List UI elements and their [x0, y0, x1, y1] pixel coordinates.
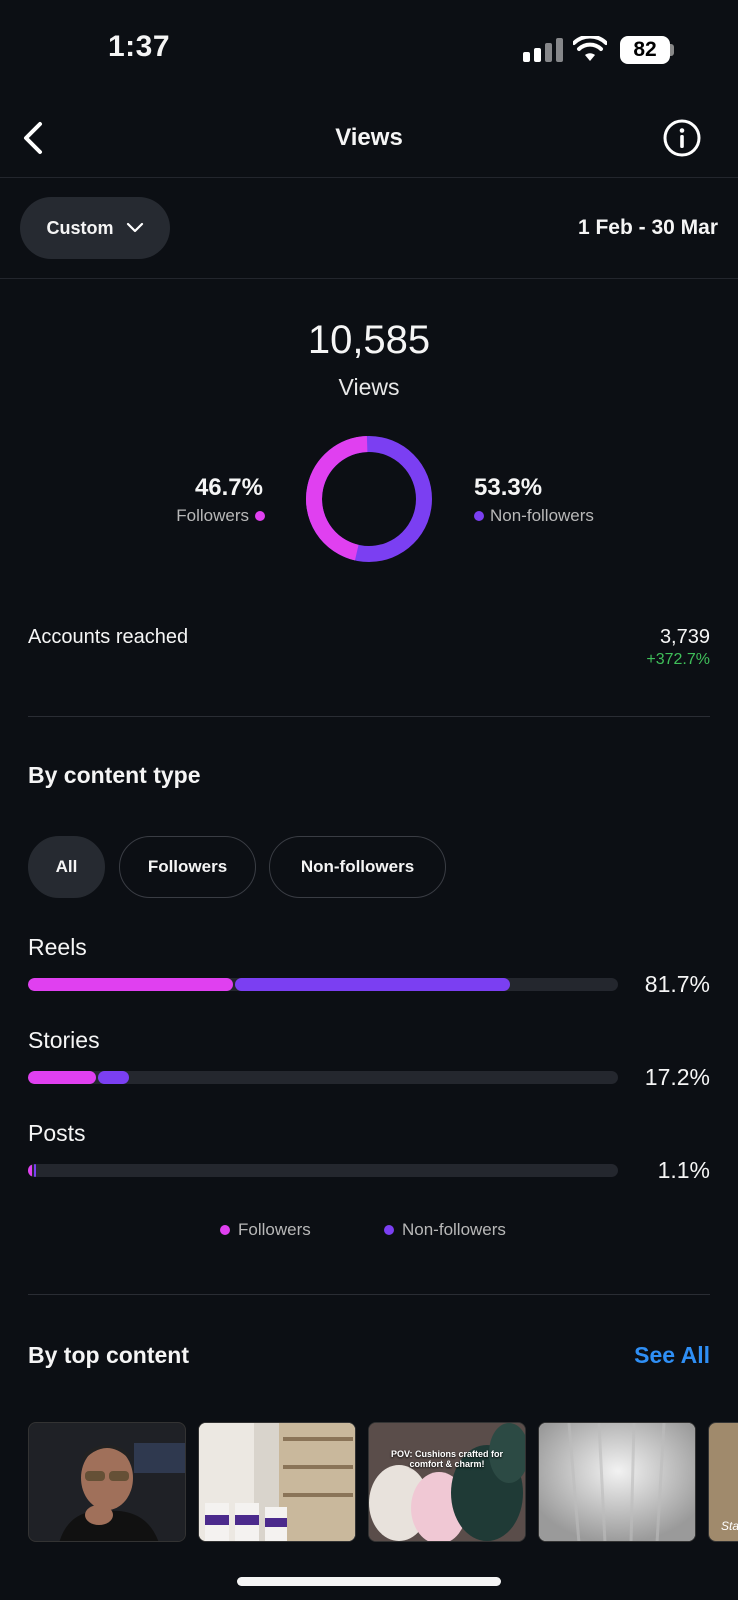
reels-label: Reels — [28, 934, 87, 960]
status-time: 1:37 — [108, 30, 171, 63]
room-photo-icon — [199, 1423, 355, 1541]
top-content-thumbnail[interactable] — [28, 1422, 186, 1542]
cushions-photo-icon — [369, 1423, 525, 1541]
views-donut-chart — [306, 436, 432, 562]
date-range: 1 Feb - 30 Mar — [577, 216, 718, 239]
followers-percent: 46.7% — [194, 474, 263, 501]
home-indicator[interactable] — [237, 1577, 501, 1586]
date-filter-label: Custom — [46, 217, 114, 238]
stories-label: Stories — [28, 1027, 100, 1053]
divider — [28, 1294, 710, 1295]
non-followers-dot-icon — [474, 511, 484, 521]
thumbnail-caption: Sta — [721, 1519, 738, 1533]
top-content-thumbnail[interactable] — [538, 1422, 696, 1542]
followers-legend: Followers — [80, 506, 265, 526]
reels-followers-segment — [28, 978, 233, 991]
wifi-icon — [573, 36, 607, 61]
curtain-photo-icon — [539, 1423, 695, 1541]
back-arrow-icon[interactable] — [20, 118, 48, 158]
divider — [28, 716, 710, 717]
person-photo-icon — [29, 1423, 185, 1541]
reels-non-followers-segment — [234, 978, 511, 991]
tab-all[interactable]: All — [28, 836, 105, 898]
top-content-thumbnail[interactable]: POV: Cushions crafted for comfort & char… — [368, 1422, 526, 1542]
top-content-thumbnail[interactable]: Sta — [708, 1422, 738, 1542]
posts-followers-segment — [28, 1164, 32, 1177]
posts-percent: 1.1% — [657, 1157, 710, 1183]
non-followers-dot-icon — [384, 1225, 394, 1235]
non-followers-label: Non-followers — [490, 506, 594, 525]
non-followers-percent: 53.3% — [474, 474, 543, 501]
chevron-down-icon — [126, 222, 143, 233]
stories-percent: 17.2% — [644, 1064, 710, 1090]
battery-cap — [670, 44, 674, 56]
battery-icon: 82 — [620, 36, 670, 64]
reels-bar — [28, 978, 618, 991]
followers-dot-icon — [220, 1225, 230, 1235]
top-content-title: By top content — [28, 1342, 189, 1368]
see-all-link[interactable]: See All — [634, 1342, 710, 1368]
posts-non-followers-segment — [33, 1164, 36, 1177]
page-title: Views — [335, 124, 403, 151]
posts-bar — [28, 1164, 618, 1177]
top-content-thumbnail[interactable] — [198, 1422, 356, 1542]
followers-label: Followers — [176, 506, 249, 525]
accounts-reached-value: 3,739 — [659, 626, 710, 648]
accounts-reached-label: Accounts reached — [28, 626, 189, 648]
donut-followers-arc — [306, 436, 432, 562]
content-type-title: By content type — [28, 762, 201, 788]
stories-non-followers-segment — [97, 1071, 130, 1084]
legend-non-followers-label: Non-followers — [402, 1220, 506, 1239]
accounts-reached-delta: +372.7% — [646, 651, 710, 668]
date-filter-button[interactable]: Custom — [20, 197, 170, 259]
tab-non-followers[interactable]: Non-followers — [269, 836, 446, 898]
legend-followers: Followers — [220, 1220, 311, 1240]
total-views-label: Views — [338, 374, 400, 400]
non-followers-legend: Non-followers — [474, 506, 594, 526]
total-views: 10,585 — [307, 318, 431, 362]
legend-followers-label: Followers — [238, 1220, 311, 1239]
stories-followers-segment — [28, 1071, 96, 1084]
divider — [0, 177, 738, 178]
legend-non-followers: Non-followers — [384, 1220, 506, 1240]
divider — [0, 278, 738, 279]
cellular-signal-icon — [523, 38, 563, 62]
thumbnail-caption: POV: Cushions crafted for comfort & char… — [390, 1449, 504, 1469]
info-icon[interactable] — [662, 118, 702, 158]
tab-followers[interactable]: Followers — [119, 836, 256, 898]
reels-percent: 81.7% — [644, 971, 710, 997]
followers-dot-icon — [255, 511, 265, 521]
posts-label: Posts — [28, 1120, 86, 1146]
stories-bar — [28, 1071, 618, 1084]
